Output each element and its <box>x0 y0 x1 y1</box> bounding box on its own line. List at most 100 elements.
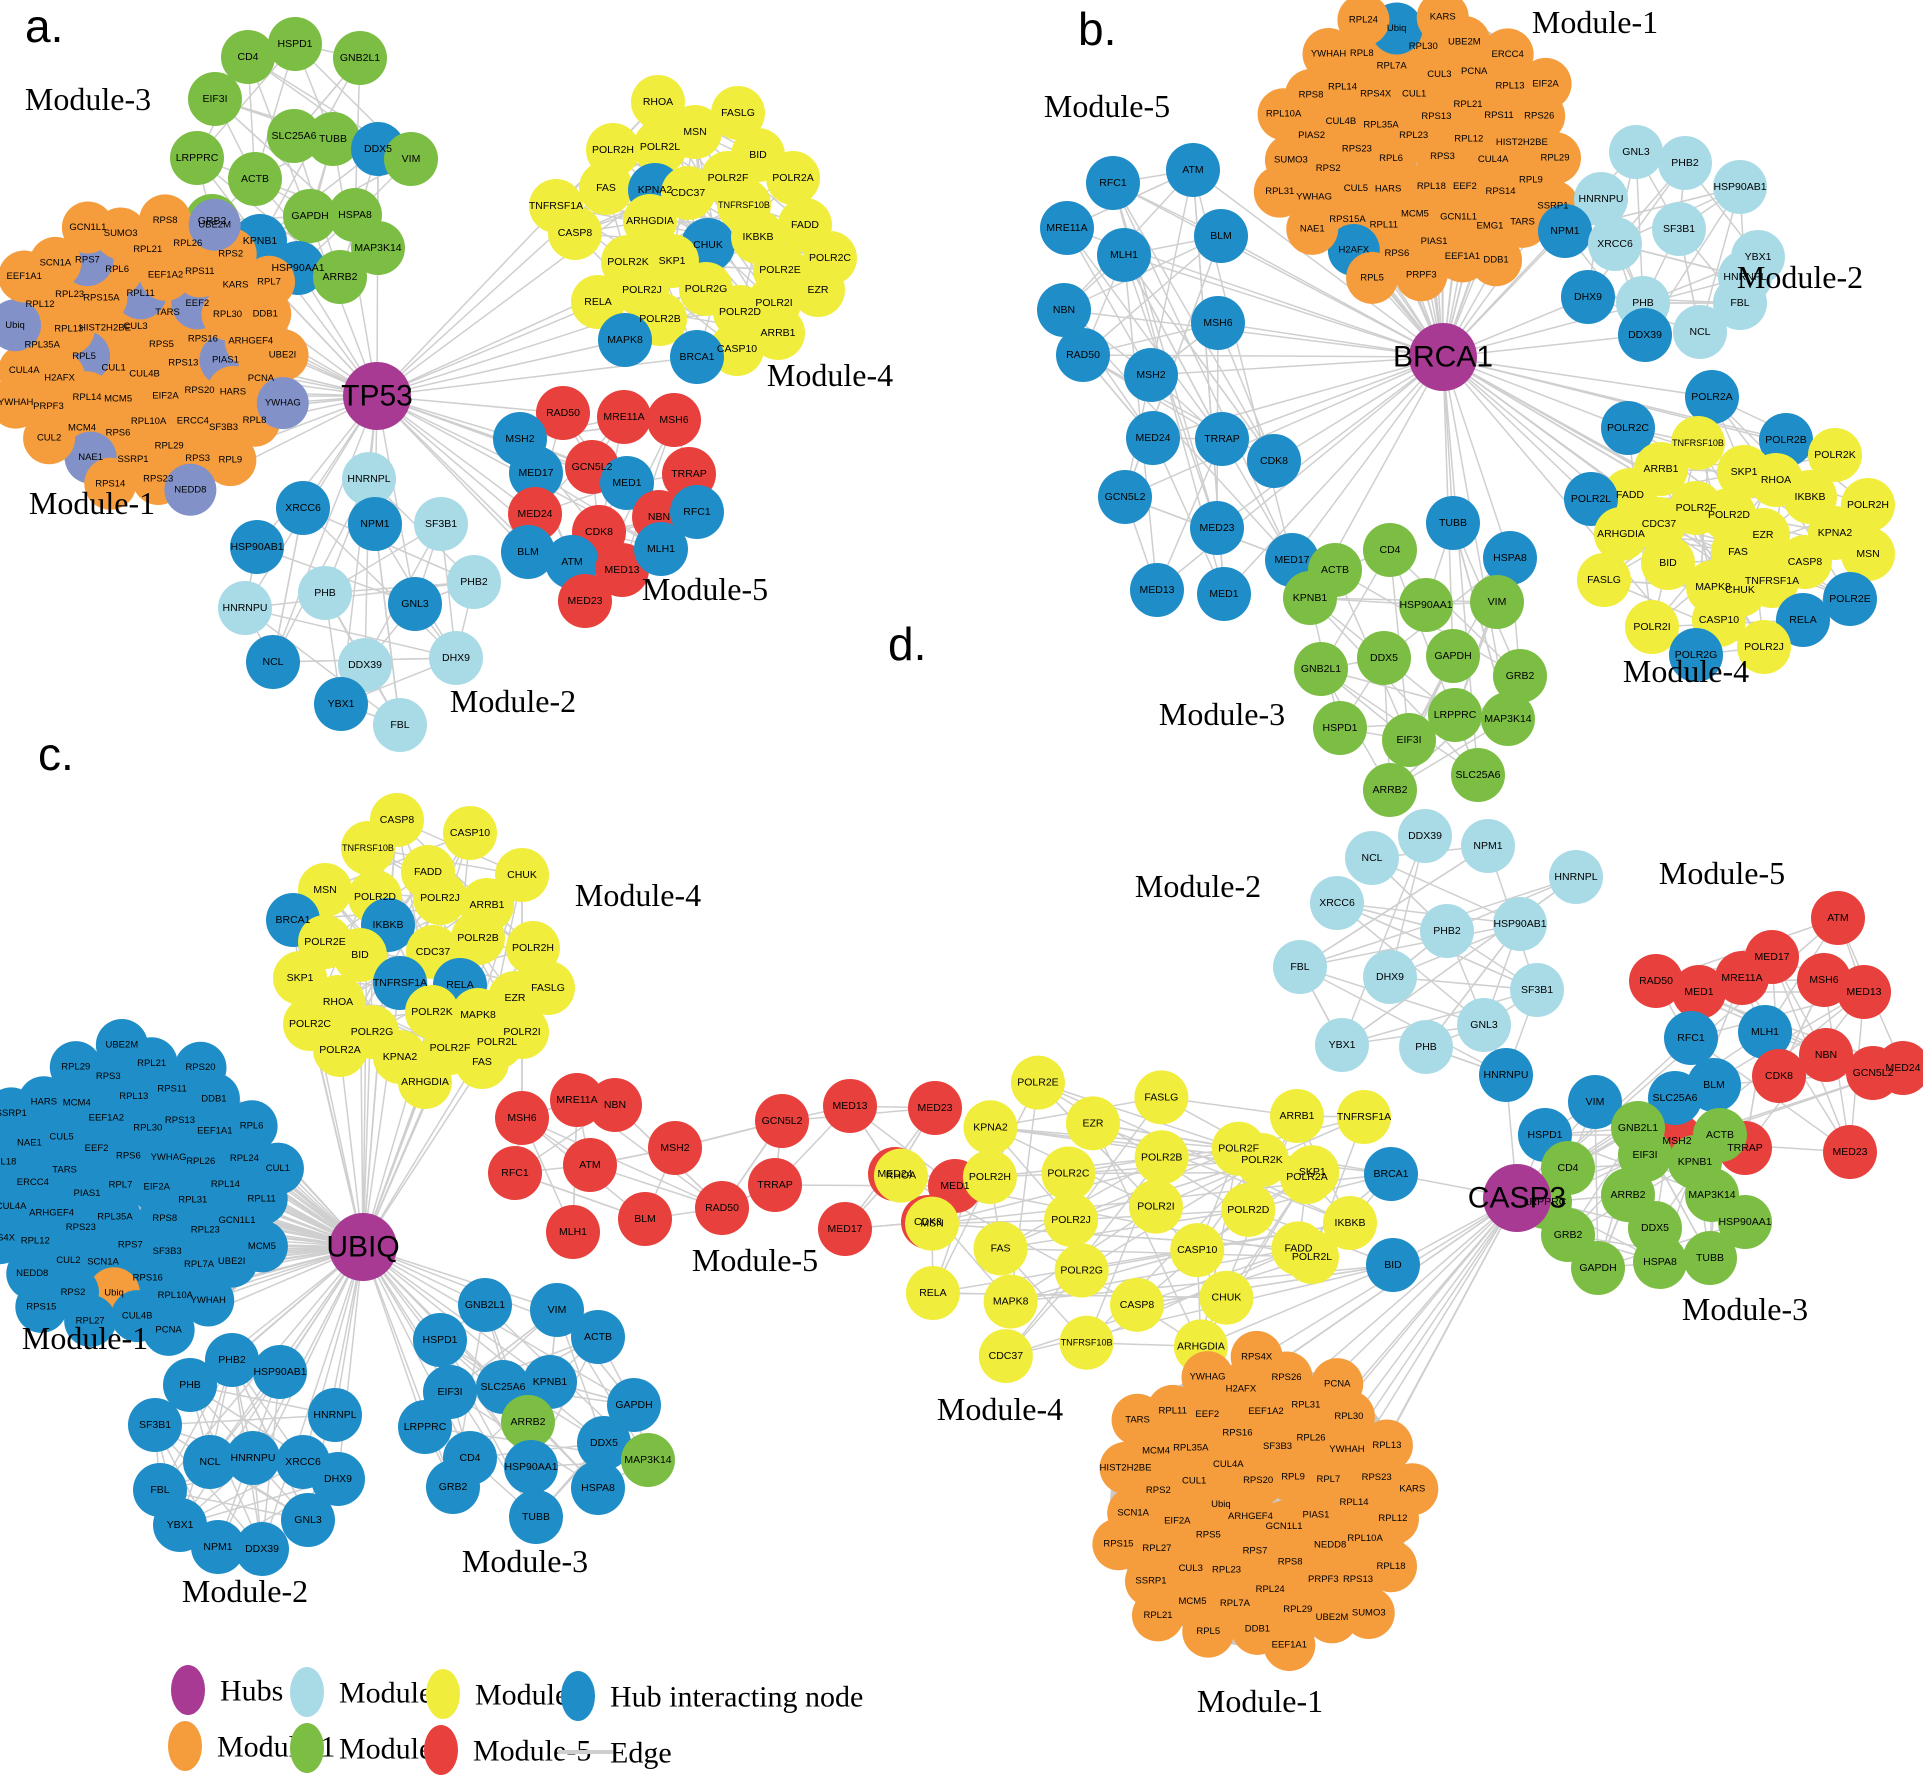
node-label: RPL7A <box>1377 60 1408 71</box>
node-label: POLR2H <box>1847 499 1889 511</box>
node-label: RHOA <box>886 1170 916 1182</box>
node-RPL21 <box>1132 1589 1185 1642</box>
node-label: SSRP1 <box>117 454 148 465</box>
node-label: CUL4B <box>129 369 160 380</box>
module-label-a1: Module-1 <box>29 485 155 521</box>
node-label: ARHGDIA <box>401 1076 449 1088</box>
node-VIM <box>1470 575 1524 629</box>
node-KPNA2 <box>963 1100 1018 1155</box>
node-label: BRCA1 <box>275 914 310 926</box>
node-label: BRCA1 <box>679 351 714 363</box>
node-label: POLR2A <box>1691 391 1732 403</box>
node-MAP3K14 <box>351 221 405 275</box>
node-label: CASP8 <box>558 227 593 239</box>
node-label: NAE1 <box>1300 223 1325 234</box>
node-label: MSH6 <box>507 1112 536 1124</box>
node-label: RPL24 <box>1349 15 1378 26</box>
node-label: YWHAG <box>1296 191 1332 202</box>
node-label: CASP8 <box>1120 1299 1155 1311</box>
node-label: RPL30 <box>1409 41 1438 52</box>
node-label: POLR2K <box>1814 449 1855 461</box>
legend-swatch-blue <box>561 1671 595 1721</box>
node-RAD50 <box>1629 954 1683 1008</box>
node-BLM <box>1194 209 1248 263</box>
node-TRRAP <box>748 1158 802 1212</box>
node-label: RPS4X <box>1360 89 1392 100</box>
node-label: RFC1 <box>683 506 711 518</box>
node-POLR2D <box>1221 1182 1276 1237</box>
node-label: RPS3 <box>1430 151 1455 162</box>
node-CDC37 <box>661 166 715 220</box>
node-GCN5L2 <box>1098 470 1152 524</box>
node-label: EEF1A1 <box>7 271 42 282</box>
node-label: MCM5 <box>1179 1596 1207 1607</box>
node-label: ARRB2 <box>1610 1189 1645 1201</box>
node-NBN <box>1037 283 1091 337</box>
node-UBE2I <box>256 329 309 382</box>
node-label: MED1 <box>940 1180 969 1192</box>
node-GNL3 <box>1609 125 1663 179</box>
module-label-c1: Module-1 <box>22 1320 148 1356</box>
node-label: MSH6 <box>659 414 688 426</box>
node-label: RPL12 <box>21 1236 50 1247</box>
node-HSP90AA1 <box>1399 578 1453 632</box>
node-label: ACTB <box>1706 1129 1734 1141</box>
node-label: ARRB1 <box>1279 1110 1314 1122</box>
node-label: PIAS2 <box>1298 130 1325 141</box>
node-label: CUL3 <box>123 321 147 332</box>
node-label: DHX9 <box>442 652 470 664</box>
node-label: RPS15 <box>1103 1539 1133 1550</box>
node-label: PCNA <box>1324 1379 1351 1390</box>
legend-label: Hubs <box>220 1675 283 1708</box>
node-label: RPL7 <box>257 276 281 287</box>
node-GAPDH <box>1426 629 1480 683</box>
node-label: NEDD8 <box>1314 1539 1346 1550</box>
node-label: TARS <box>1125 1414 1150 1425</box>
node-HSPD1 <box>268 17 322 71</box>
node-label: SF3B1 <box>139 1419 171 1431</box>
node-VIM <box>1568 1075 1622 1129</box>
module-label-d3: Module-3 <box>1682 1291 1808 1327</box>
hub-edge <box>252 1246 364 1459</box>
node-label: CUL1 <box>102 362 126 373</box>
node-label: MAPK8 <box>460 1009 496 1021</box>
node-NCL <box>183 1435 237 1489</box>
node-RELA <box>905 1266 960 1321</box>
node-label: BID <box>1384 1259 1402 1271</box>
node-RFC1 <box>1664 1011 1718 1065</box>
hub-edge <box>376 395 416 605</box>
node-SLC25A6 <box>1648 1071 1702 1125</box>
node-label: KPNB1 <box>533 1376 568 1388</box>
hub-label-CASP3: CASP3 <box>1468 1182 1566 1215</box>
node-label: RPL7A <box>184 1259 215 1270</box>
node-label: HIST2H2BE <box>1100 1462 1152 1473</box>
node-label: EEF2 <box>85 1143 109 1154</box>
node-label: ARHGEF4 <box>228 336 273 347</box>
node-label: MED13 <box>1846 986 1881 998</box>
node-RPS8 <box>139 194 192 247</box>
node-ATM <box>563 1138 617 1192</box>
node-label: RPS23 <box>66 1222 96 1233</box>
node-label: RPS14 <box>1485 186 1515 197</box>
node-HNRNPU <box>226 1431 280 1485</box>
node-label: RPL31 <box>1265 186 1294 197</box>
node-label: HSPD1 <box>422 1334 457 1346</box>
node-PCNA <box>142 1303 195 1356</box>
node-ARHGDIA <box>398 1055 452 1109</box>
node-label: ARRB2 <box>322 271 357 283</box>
node-label: EIF3I <box>1396 734 1421 746</box>
node-label: RPS13 <box>1421 111 1451 122</box>
node-label: XRCC6 <box>1597 238 1633 250</box>
node-label: ATM <box>1827 912 1848 924</box>
node-label: PHB2 <box>1433 925 1461 937</box>
node-RPL29 <box>49 1041 102 1094</box>
node-UBE2M <box>188 198 241 251</box>
node-label: PHB2 <box>460 576 488 588</box>
node-IKBKB <box>1323 1196 1377 1250</box>
node-label: CASP10 <box>1699 614 1739 626</box>
node-label: RPL29 <box>61 1062 90 1073</box>
node-label: ARRB1 <box>469 899 504 911</box>
hub-edge <box>217 1246 364 1548</box>
node-label: SSRP1 <box>1135 1576 1166 1587</box>
node-RPL6 <box>225 1100 278 1153</box>
